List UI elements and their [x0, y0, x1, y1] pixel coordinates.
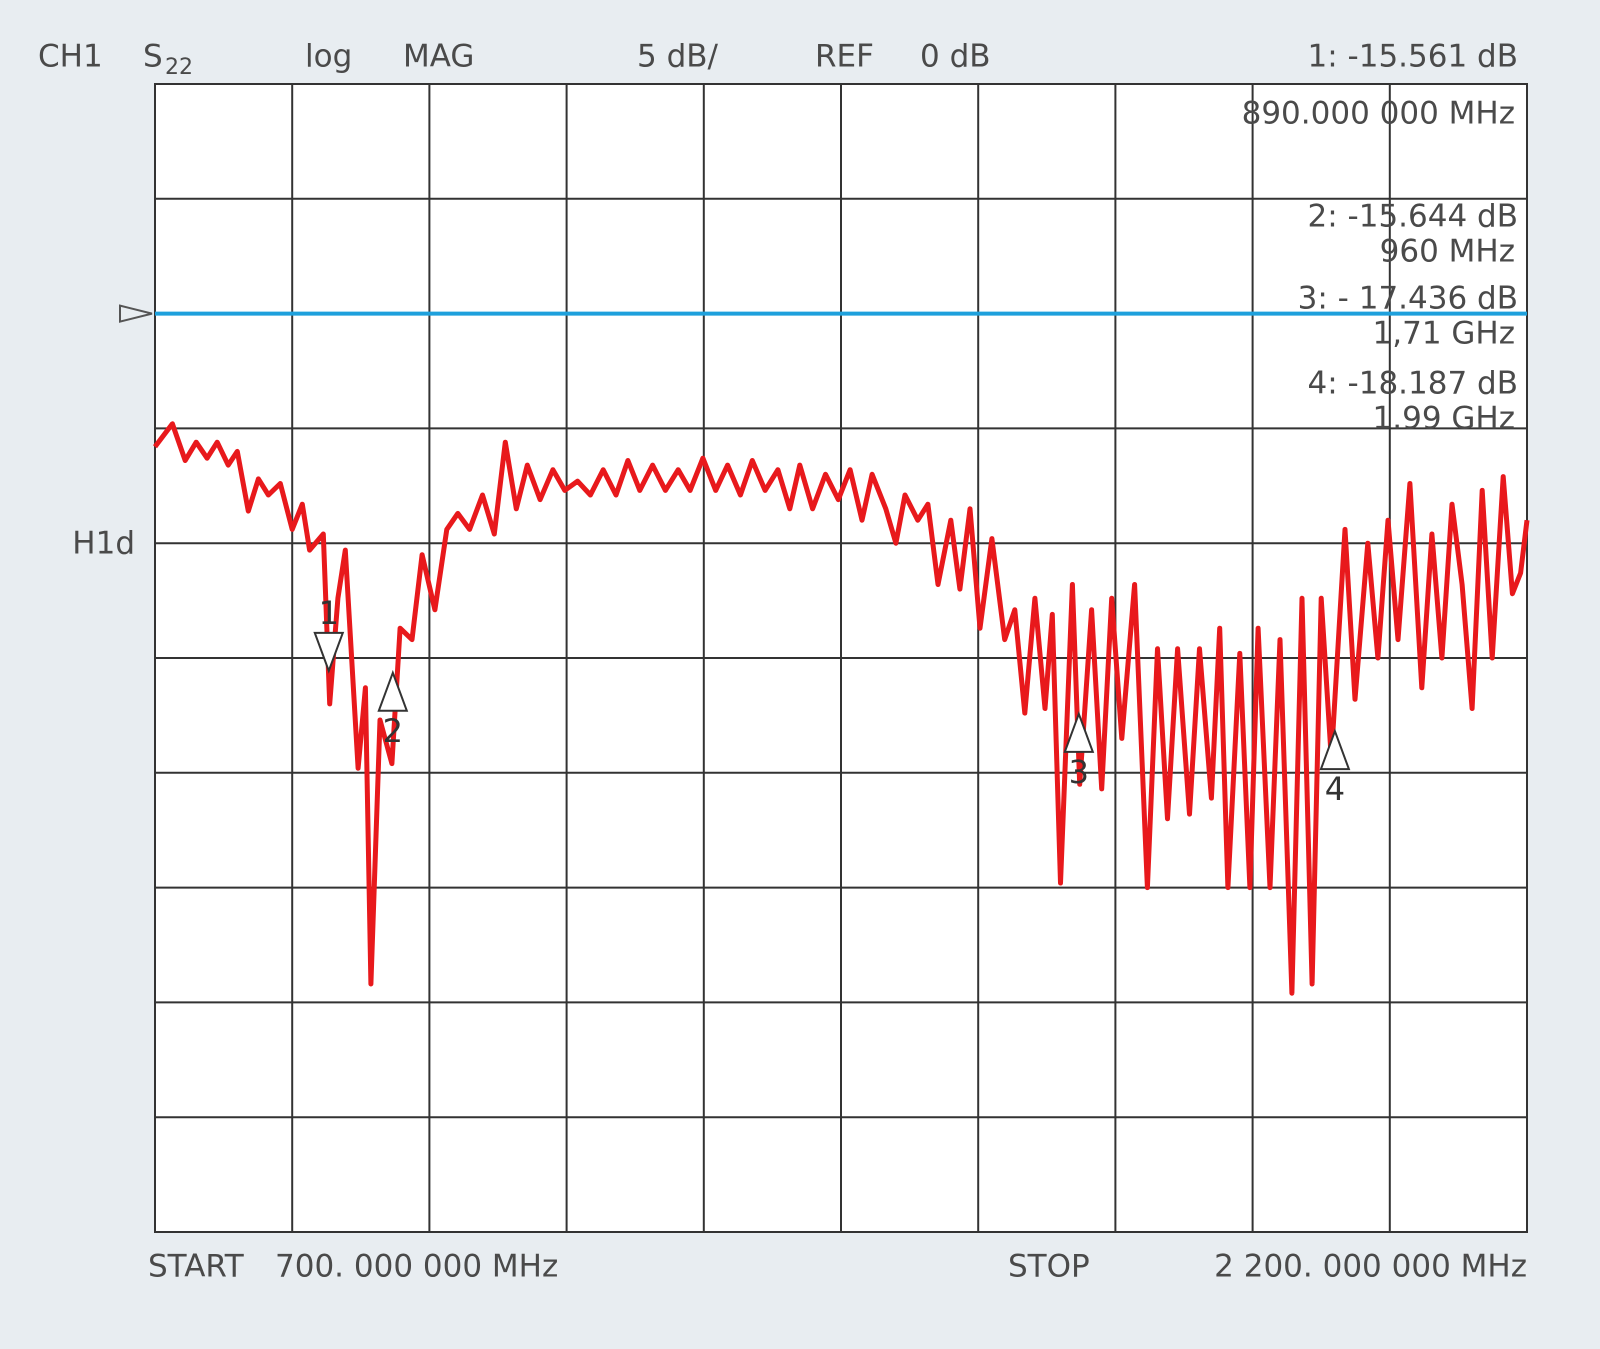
stop-value: 2 200. 000 000 MHz	[1214, 1249, 1527, 1285]
parameter: S	[143, 39, 163, 75]
plot-frame	[154, 83, 1528, 1233]
marker-frequency: 1,71 GHz	[1373, 316, 1515, 352]
marker-label: 4	[1325, 770, 1345, 808]
scale: 5 dB/	[637, 39, 719, 75]
reference-pointer	[119, 304, 153, 323]
marker-frequency: 890.000 000 MHz	[1242, 96, 1515, 132]
marker-readout: 4: -18.187 dB	[1308, 366, 1518, 402]
start-value: 700. 000 000 MHz	[275, 1249, 558, 1285]
marker-frequency: 960 MHz	[1380, 234, 1515, 270]
ref-text: REF	[815, 39, 874, 75]
marker	[313, 631, 345, 674]
start-label: START	[148, 1249, 245, 1285]
marker-label: 3	[1069, 753, 1089, 791]
marker	[1319, 728, 1351, 771]
marker-label: 2	[383, 712, 403, 750]
format-mag: MAG	[403, 39, 474, 75]
grid	[155, 84, 1527, 1232]
marker-label: 1	[319, 594, 339, 632]
format: log	[305, 39, 352, 75]
trace	[153, 421, 1530, 996]
channel: CH1	[38, 39, 103, 75]
marker-readout: 3: - 17.436 dB	[1298, 281, 1518, 317]
marker	[377, 669, 409, 712]
marker-readout: 2: -15.644 dB	[1308, 199, 1518, 235]
marker-readout: 1: -15.561 dB	[1308, 39, 1518, 75]
ref-value: 0 dB	[920, 39, 991, 75]
marker	[1063, 711, 1095, 753]
parameter-subscript: 22	[165, 55, 193, 80]
marker-frequency: 1.99 GHz	[1373, 401, 1515, 437]
limit-label: H1d	[72, 526, 135, 562]
stop-label: STOP	[1008, 1249, 1090, 1285]
